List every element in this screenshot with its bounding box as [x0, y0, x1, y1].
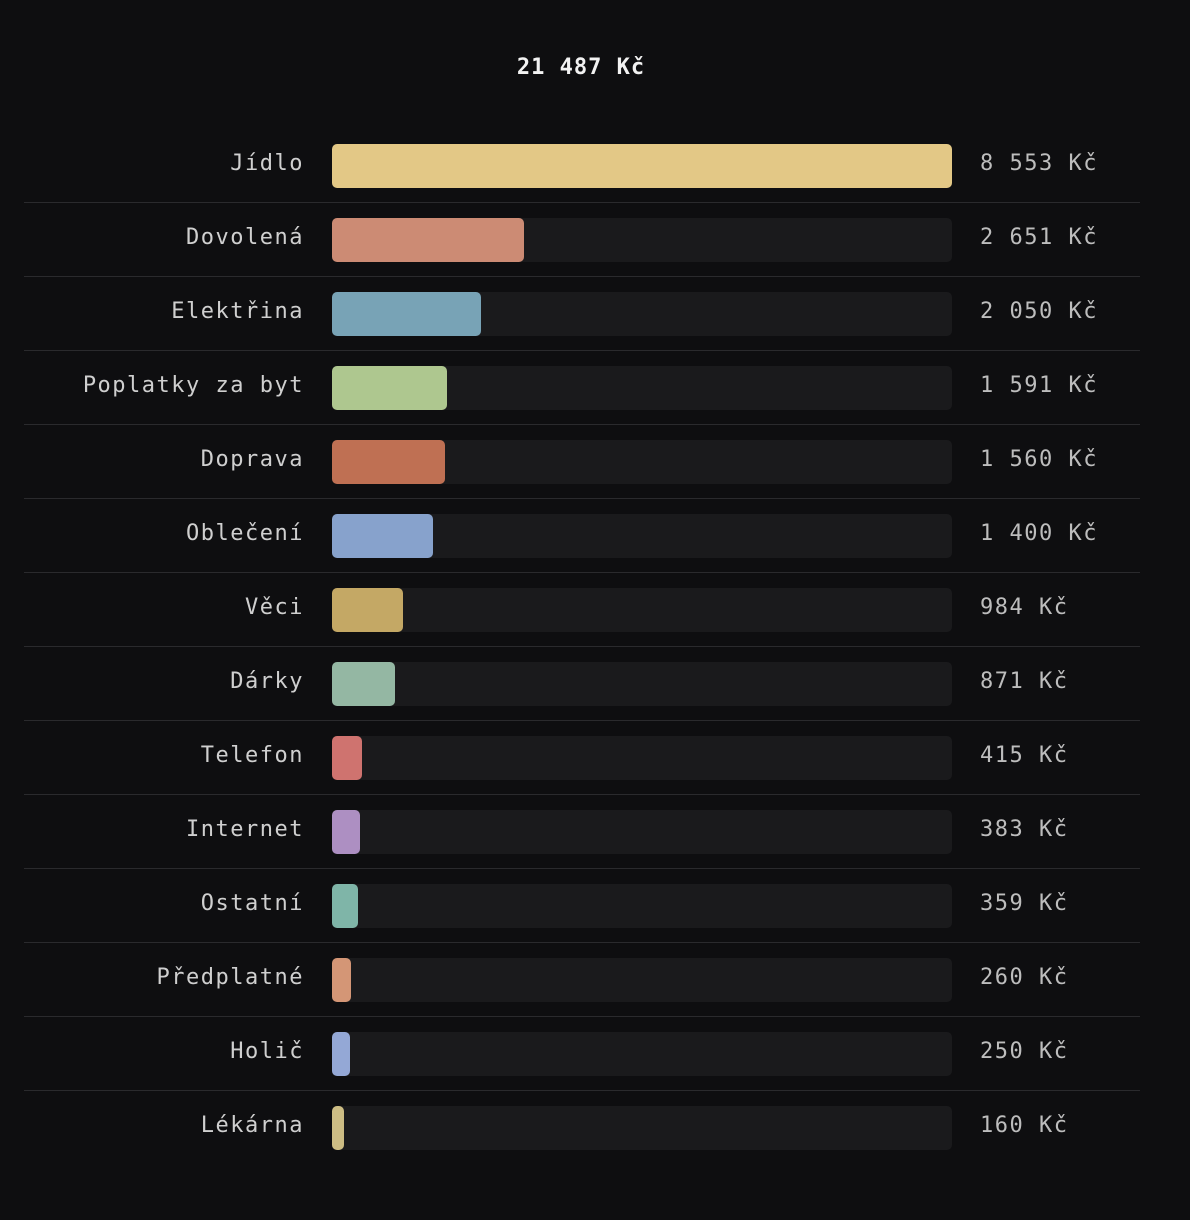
- value-label: 2 651 Kč: [980, 225, 1098, 250]
- bar: [332, 1106, 344, 1150]
- bar: [332, 218, 524, 262]
- value-label: 250 Kč: [980, 1039, 1069, 1064]
- bar-row: Poplatky za byt 1 591 Kč: [24, 351, 1140, 425]
- row-divider: [24, 424, 1140, 425]
- category-label: Předplatné: [156, 965, 304, 990]
- bar-track: [332, 958, 952, 1002]
- bar-row: Dárky 871 Kč: [24, 647, 1140, 721]
- value-label: 1 591 Kč: [980, 373, 1098, 398]
- bar-row: Ostatní 359 Kč: [24, 869, 1140, 943]
- row-divider: [24, 794, 1140, 795]
- category-label: Věci: [245, 595, 304, 620]
- category-label: Doprava: [200, 447, 304, 472]
- bar-track: [332, 662, 952, 706]
- category-label: Dárky: [230, 669, 304, 694]
- bar: [332, 1032, 350, 1076]
- bar: [332, 144, 952, 188]
- bar-row: Holič 250 Kč: [24, 1017, 1140, 1091]
- value-label: 871 Kč: [980, 669, 1069, 694]
- row-divider: [24, 720, 1140, 721]
- value-label: 359 Kč: [980, 891, 1069, 916]
- row-divider: [24, 1090, 1140, 1091]
- bar-track: [332, 218, 952, 262]
- bar-track: [332, 884, 952, 928]
- value-label: 984 Kč: [980, 595, 1069, 620]
- value-label: 8 553 Kč: [980, 151, 1098, 176]
- category-label: Oblečení: [186, 521, 304, 546]
- bar: [332, 884, 358, 928]
- category-label: Lékárna: [200, 1113, 304, 1138]
- bar-row: Telefon 415 Kč: [24, 721, 1140, 795]
- category-label: Dovolená: [186, 225, 304, 250]
- bar-row: Doprava 1 560 Kč: [24, 425, 1140, 499]
- bar-chart: Jídlo 8 553 Kč Dovolená 2 651 Kč Elektřina 2 …: [24, 129, 1140, 1165]
- bar-row: Věci 984 Kč: [24, 573, 1140, 647]
- bar-track: [332, 144, 952, 188]
- bar-track: [332, 810, 952, 854]
- row-divider: [24, 350, 1140, 351]
- bar-row: Jídlo 8 553 Kč: [24, 129, 1140, 203]
- chart-title: 21 487 Kč: [516, 55, 646, 80]
- value-label: 383 Kč: [980, 817, 1069, 842]
- bar-row: Dovolená 2 651 Kč: [24, 203, 1140, 277]
- row-divider: [24, 1016, 1140, 1017]
- value-label: 1 400 Kč: [980, 521, 1098, 546]
- value-label: 2 050 Kč: [980, 299, 1098, 324]
- bar-row: Elektřina 2 050 Kč: [24, 277, 1140, 351]
- bar: [332, 514, 433, 558]
- bar: [332, 810, 360, 854]
- row-divider: [24, 942, 1140, 943]
- bar-row: Předplatné 260 Kč: [24, 943, 1140, 1017]
- bar: [332, 662, 395, 706]
- bar-track: [332, 736, 952, 780]
- bar-row: Lékárna 160 Kč: [24, 1091, 1140, 1165]
- bar-track: [332, 588, 952, 632]
- bar: [332, 736, 362, 780]
- bar: [332, 588, 403, 632]
- value-label: 160 Kč: [980, 1113, 1069, 1138]
- value-label: 1 560 Kč: [980, 447, 1098, 472]
- value-label: 415 Kč: [980, 743, 1069, 768]
- row-divider: [24, 276, 1140, 277]
- bar: [332, 366, 447, 410]
- category-label: Elektřina: [171, 299, 304, 324]
- bar-row: Internet 383 Kč: [24, 795, 1140, 869]
- bar: [332, 958, 351, 1002]
- bar-track: [332, 1106, 952, 1150]
- bar-track: [332, 292, 952, 336]
- bar-track: [332, 1032, 952, 1076]
- row-divider: [24, 572, 1140, 573]
- bar-track: [332, 514, 952, 558]
- row-divider: [24, 646, 1140, 647]
- category-label: Ostatní: [200, 891, 304, 916]
- category-label: Internet: [186, 817, 304, 842]
- category-label: Poplatky za byt: [82, 373, 304, 398]
- row-divider: [24, 202, 1140, 203]
- bar: [332, 292, 481, 336]
- bar: [332, 440, 445, 484]
- bar-row: Oblečení 1 400 Kč: [24, 499, 1140, 573]
- category-label: Jídlo: [230, 151, 304, 176]
- category-label: Telefon: [200, 743, 304, 768]
- bar-track: [332, 440, 952, 484]
- bar-track: [332, 366, 952, 410]
- row-divider: [24, 498, 1140, 499]
- row-divider: [24, 868, 1140, 869]
- value-label: 260 Kč: [980, 965, 1069, 990]
- category-label: Holič: [230, 1039, 304, 1064]
